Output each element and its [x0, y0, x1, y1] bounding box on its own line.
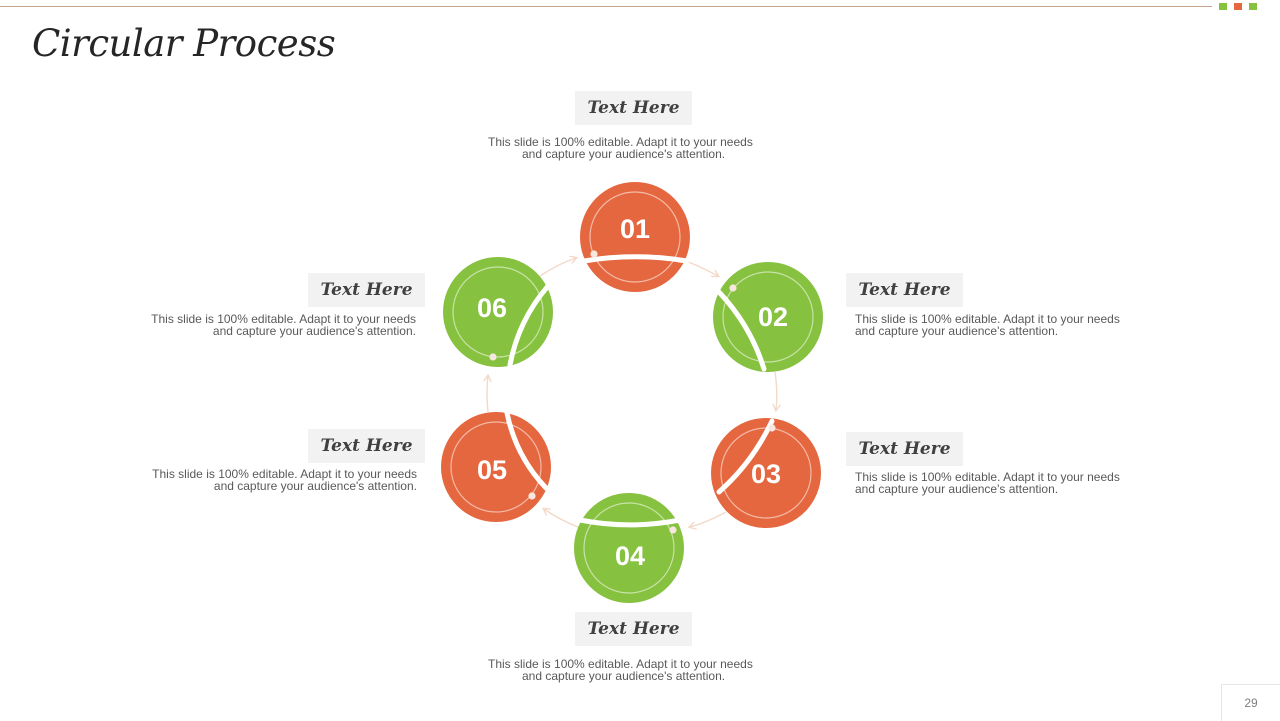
top-rule [0, 6, 1212, 7]
step-dot-03 [768, 424, 776, 432]
step-ring-01 [589, 191, 681, 283]
page-number: 29 [1244, 696, 1258, 710]
step-04-desc-line2: and capture your audience's attention. [522, 669, 726, 683]
corner-square-green [1219, 3, 1227, 10]
arrow-04-05 [544, 509, 579, 528]
page-number-box [1221, 684, 1280, 721]
step-03-desc-line2: and capture your audience's attention. [855, 482, 1059, 496]
step-number-05: 05 [477, 455, 507, 485]
step-cut-04 [577, 517, 683, 528]
step-ring-05 [450, 421, 542, 513]
step-cut-06 [507, 283, 551, 368]
arrow-03-04 [690, 511, 727, 527]
corner-square-green-2 [1249, 3, 1257, 10]
step-number-03: 03 [751, 459, 781, 489]
arrow-02-03 [775, 371, 777, 410]
step-dot-05 [528, 492, 536, 500]
step-cut-05 [504, 410, 549, 491]
step-circle-03 [711, 418, 821, 528]
step-04-desc-line1: This slide is 100% editable. Adapt it to… [488, 657, 753, 671]
step-06-desc-line2: and capture your audience's attention. [212, 324, 416, 338]
step-06-desc-line1: This slide is 100% editable. Adapt it to… [151, 312, 416, 326]
step-cut-03 [716, 418, 775, 495]
step-ring-06 [452, 266, 544, 358]
process-step-03: 03 [711, 418, 821, 528]
step-01-desc-line1: This slide is 100% editable. Adapt it to… [488, 135, 753, 149]
step-04-title: Text Here [575, 612, 692, 646]
step-dot-04 [669, 526, 677, 534]
step-circle-01 [580, 182, 690, 292]
step-circle-05 [441, 412, 551, 522]
process-step-01: 01 [580, 182, 690, 292]
step-circle-02 [713, 262, 823, 372]
process-step-02: 02 [713, 262, 823, 372]
step-number-04: 04 [615, 541, 645, 571]
step-ring-02 [722, 271, 814, 363]
step-02-title: Text Here [846, 273, 963, 307]
process-step-05: 05 [441, 410, 551, 522]
step-number-06: 06 [477, 293, 507, 323]
process-step-04: 04 [574, 493, 684, 603]
corner-square-orange [1234, 3, 1242, 10]
step-06-title: Text Here [308, 273, 425, 307]
process-step-06: 06 [443, 257, 553, 368]
step-03-desc-line1: This slide is 100% editable. Adapt it to… [855, 470, 1120, 484]
step-02-desc-line1: This slide is 100% editable. Adapt it to… [855, 312, 1120, 326]
step-dot-02 [729, 284, 737, 292]
step-dot-06 [489, 353, 497, 361]
step-01-desc-line2: and capture your audience's attention. [522, 147, 726, 161]
step-02-desc-line2: and capture your audience's attention. [855, 324, 1059, 338]
arrow-06-01 [539, 258, 576, 277]
step-05-desc-line1: This slide is 100% editable. Adapt it to… [152, 467, 417, 481]
step-cut-01 [581, 254, 690, 264]
step-circle-04 [574, 493, 684, 603]
step-01-title: Text Here [575, 91, 692, 125]
step-ring-04 [583, 502, 675, 594]
slide-title: Circular Process [32, 22, 336, 65]
step-number-02: 02 [758, 302, 788, 332]
step-dot-01 [590, 250, 598, 258]
step-circle-06 [443, 257, 553, 367]
arrow-05-06 [487, 376, 488, 413]
step-cut-02 [716, 289, 767, 372]
step-03-title: Text Here [846, 432, 963, 466]
step-05-desc-line2: and capture your audience's attention. [213, 479, 417, 493]
step-number-01: 01 [620, 214, 650, 244]
step-05-title: Text Here [308, 429, 425, 463]
